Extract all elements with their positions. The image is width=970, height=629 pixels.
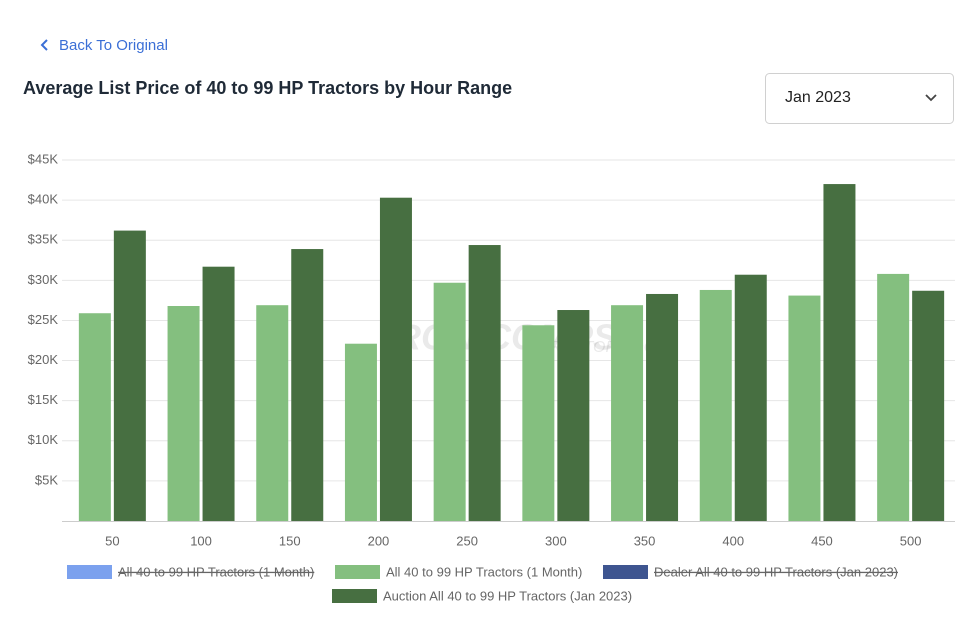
y-tick-label: $25K [28, 312, 59, 327]
legend-label: All 40 to 99 HP Tractors (1 Month) [118, 564, 314, 579]
x-tick-label: 200 [368, 533, 390, 548]
x-tick-label: 450 [811, 533, 833, 548]
back-link-text: Back To Original [59, 37, 168, 54]
y-tick-label: $40K [28, 192, 59, 207]
x-tick-label: 100 [190, 533, 212, 548]
dropdown-box [765, 73, 954, 124]
bar [557, 310, 590, 521]
bar [78, 313, 111, 521]
bar [113, 230, 146, 521]
legend-swatch [332, 589, 377, 603]
x-tick-label: 50 [105, 533, 119, 548]
y-tick-label: $45K [28, 151, 59, 166]
legend-item[interactable]: All 40 to 99 HP Tractors (1 Month) [335, 564, 582, 579]
bar [202, 266, 235, 521]
x-tick-label: 400 [722, 533, 744, 548]
bar [379, 197, 412, 521]
bar [823, 184, 856, 522]
legend-label: Dealer All 40 to 99 HP Tractors (Jan 202… [654, 564, 898, 579]
chevron-down [925, 94, 937, 102]
bar [734, 274, 767, 521]
x-tick-label: 250 [456, 533, 478, 548]
bar [167, 306, 200, 521]
y-tick-label: $5K [35, 472, 58, 487]
bar [912, 290, 945, 521]
y-tick-label: $35K [28, 232, 59, 247]
x-tick-label: 150 [279, 533, 301, 548]
bar [877, 273, 910, 521]
chevron-left [40, 39, 48, 51]
legend-swatch [335, 565, 380, 579]
legend-item[interactable]: Dealer All 40 to 99 HP Tractors (Jan 202… [603, 564, 898, 579]
legend-label: Auction All 40 to 99 HP Tractors (Jan 20… [383, 588, 632, 603]
bar [646, 293, 679, 521]
y-tick-label: $10K [28, 432, 59, 447]
y-tick-label: $30K [28, 272, 59, 287]
bar [256, 305, 289, 521]
back-link[interactable]: Back To Original [40, 37, 168, 54]
bar [344, 343, 377, 521]
y-tick-label: $15K [28, 392, 59, 407]
bar [611, 305, 644, 521]
legend-swatch [603, 565, 648, 579]
bar [522, 325, 555, 521]
bar [291, 249, 324, 521]
bar [788, 295, 821, 521]
x-tick-label: 500 [900, 533, 922, 548]
legend-label: All 40 to 99 HP Tractors (1 Month) [386, 564, 582, 579]
dropdown-value: Jan 2023 [785, 89, 851, 106]
legend-item[interactable]: All 40 to 99 HP Tractors (1 Month) [67, 564, 314, 579]
legend-swatch [67, 565, 112, 579]
bar [468, 245, 501, 521]
chart-title: Average List Price of 40 to 99 HP Tracto… [23, 78, 512, 98]
y-tick-label: $20K [28, 352, 59, 367]
month-dropdown[interactable]: Jan 2023 [765, 73, 954, 124]
legend-item[interactable]: Auction All 40 to 99 HP Tractors (Jan 20… [332, 588, 632, 603]
bar [433, 282, 466, 521]
x-tick-label: 300 [545, 533, 567, 548]
x-tick-label: 350 [634, 533, 656, 548]
bar [699, 289, 732, 521]
